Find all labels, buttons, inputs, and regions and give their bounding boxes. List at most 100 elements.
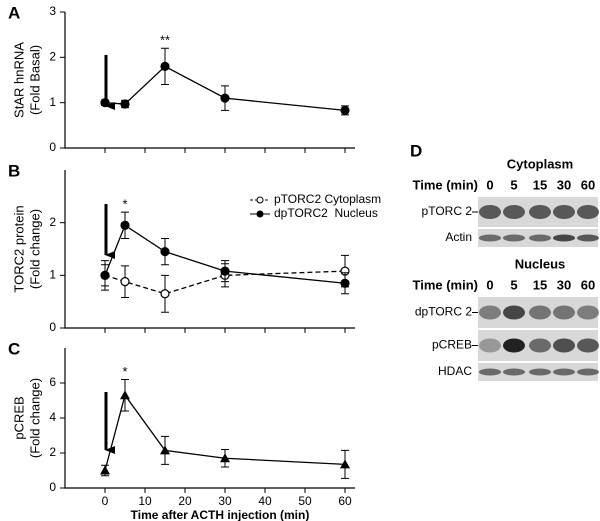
- time: 60: [581, 277, 595, 292]
- band: [479, 338, 501, 353]
- time: 30: [557, 277, 571, 292]
- y-tick-label: 2: [49, 215, 56, 229]
- marker: [340, 459, 350, 469]
- time: 5: [510, 177, 517, 192]
- x-tick-label: 50: [298, 494, 312, 508]
- band: [553, 338, 575, 353]
- y-axis-label: pCREB: [11, 396, 26, 439]
- marker: [160, 445, 170, 455]
- marker: [100, 270, 110, 280]
- band: [503, 305, 525, 320]
- band: [553, 368, 575, 376]
- legend-label: pTORC2 Cytoplasm: [274, 192, 381, 206]
- x-tick-label: 60: [338, 494, 352, 508]
- time: 15: [533, 177, 547, 192]
- band: [479, 234, 501, 242]
- marker: [160, 247, 170, 257]
- band: [503, 368, 525, 376]
- x-tick-label: 0: [102, 494, 109, 508]
- row-label: pTORC 2: [422, 204, 473, 218]
- y-tick-label: 4: [49, 410, 56, 424]
- band: [577, 338, 599, 353]
- x-tick-label: 30: [218, 494, 232, 508]
- band: [479, 305, 501, 320]
- y-tick-label: 6: [49, 375, 56, 389]
- band: [529, 234, 551, 242]
- band: [577, 368, 599, 376]
- marker: [160, 289, 170, 299]
- band: [503, 234, 525, 242]
- annotation: *: [122, 364, 127, 379]
- marker: [100, 98, 110, 108]
- time-label: Time (min): [413, 177, 479, 192]
- marker: [120, 390, 130, 400]
- marker: [220, 266, 230, 276]
- marker: [120, 220, 130, 230]
- marker: [220, 453, 230, 463]
- y-tick-label: 0: [49, 140, 56, 154]
- legend-marker: [256, 210, 264, 218]
- marker: [220, 93, 230, 103]
- axes: [64, 348, 355, 489]
- time: 30: [557, 177, 571, 192]
- y-tick-label: 3: [49, 4, 56, 18]
- y-axis-label: (Fold change): [27, 378, 42, 458]
- annotation: *: [122, 197, 127, 212]
- time: 15: [533, 277, 547, 292]
- marker: [340, 105, 350, 115]
- y-tick-label: 2: [49, 445, 56, 459]
- marker: [120, 277, 130, 287]
- annotation: **: [160, 33, 170, 48]
- legend-marker: [256, 196, 264, 204]
- panel-label: A: [8, 3, 20, 22]
- band: [479, 368, 501, 376]
- x-axis-label: Time after ACTH injection (min): [131, 508, 310, 521]
- y-tick-label: 0: [49, 480, 56, 494]
- panel-label: C: [8, 339, 20, 358]
- row-label: Actin: [445, 230, 472, 244]
- time: 0: [486, 177, 493, 192]
- row-label: dpTORC 2: [415, 305, 472, 319]
- band: [553, 205, 575, 219]
- section-title: Cytoplasm: [507, 156, 573, 171]
- band: [529, 305, 551, 320]
- legend-label: dpTORC2 Nucleus: [274, 206, 378, 220]
- band: [553, 305, 575, 320]
- band: [503, 338, 525, 353]
- band: [529, 205, 551, 219]
- x-tick-label: 40: [258, 494, 272, 508]
- y-tick-label: 0: [49, 320, 56, 334]
- x-tick-label: 10: [138, 494, 152, 508]
- y-axis-label: StAR hnRNA: [11, 42, 26, 118]
- time: 0: [486, 277, 493, 292]
- band: [577, 234, 599, 242]
- panel-label: B: [8, 161, 20, 180]
- time: 60: [581, 177, 595, 192]
- marker: [340, 278, 350, 288]
- row-label: HDAC: [438, 364, 472, 378]
- x-tick-label: 20: [178, 494, 192, 508]
- marker: [100, 465, 110, 475]
- y-tick-label: 1: [49, 268, 56, 282]
- y-axis-label: (Fold change): [27, 209, 42, 289]
- section-title: Nucleus: [515, 256, 566, 271]
- band: [479, 205, 501, 219]
- marker: [120, 99, 130, 109]
- time: 5: [510, 277, 517, 292]
- band: [577, 305, 599, 320]
- band: [503, 205, 525, 219]
- band: [529, 368, 551, 376]
- marker: [160, 61, 170, 72]
- band: [553, 234, 575, 242]
- y-axis-label: (Fold Basal): [27, 45, 42, 115]
- time-label: Time (min): [413, 277, 479, 292]
- band: [529, 338, 551, 353]
- panel-label: D: [410, 141, 422, 160]
- axes: [64, 12, 355, 149]
- y-tick-label: 2: [49, 50, 56, 64]
- y-axis-label: TORC2 protein: [11, 205, 26, 292]
- y-tick-label: 1: [49, 95, 56, 109]
- row-label: pCREB: [432, 338, 472, 352]
- band: [577, 205, 599, 219]
